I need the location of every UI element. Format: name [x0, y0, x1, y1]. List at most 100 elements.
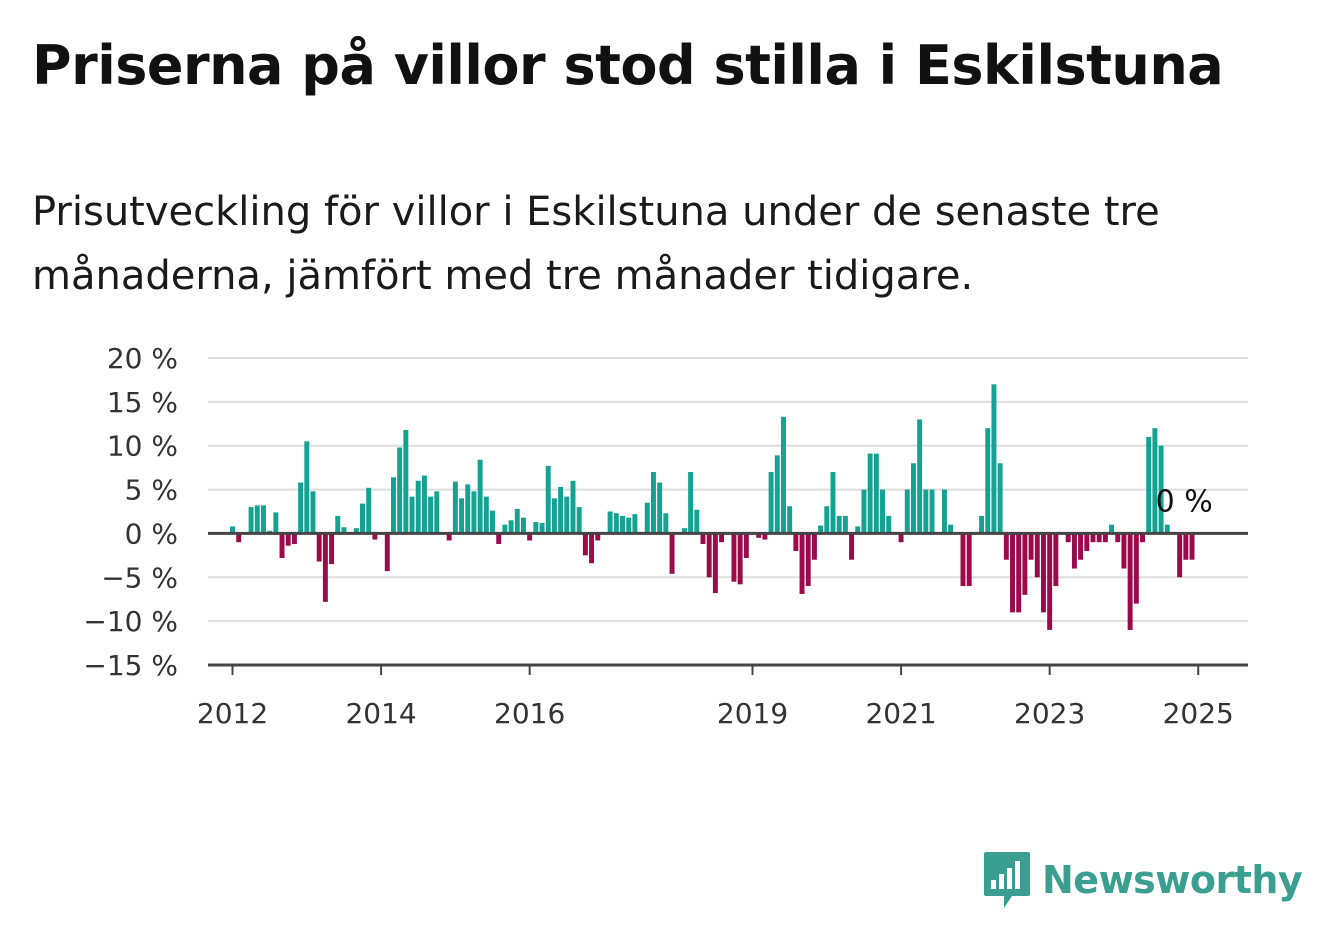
bar	[620, 515, 625, 534]
bar	[904, 489, 910, 534]
bar	[1140, 533, 1145, 543]
annotations: 0 %	[1156, 484, 1213, 519]
bar	[1189, 533, 1195, 560]
bar	[1090, 533, 1096, 543]
bar	[632, 514, 638, 534]
grid-layer	[208, 357, 1248, 623]
bar	[273, 512, 279, 534]
bar	[1127, 533, 1133, 630]
y-tick-label: 5 %	[125, 474, 178, 507]
chart-subtitle: Prisutveckling för villor i Eskilstuna u…	[32, 189, 1160, 299]
bar	[830, 472, 836, 534]
bar	[390, 477, 396, 534]
bar	[762, 533, 768, 540]
bar	[948, 524, 954, 534]
bar	[793, 533, 799, 551]
bar	[929, 489, 935, 534]
bar	[799, 533, 805, 594]
bar	[545, 465, 551, 534]
x-axis-labels: 2012 2014 2016 2019 2021 2023 2025	[197, 665, 1234, 730]
bar	[1003, 533, 1009, 560]
bar	[985, 428, 991, 534]
bar	[824, 506, 830, 534]
bar	[1115, 533, 1121, 543]
bar	[260, 505, 266, 534]
bar	[508, 520, 514, 534]
bar	[1040, 533, 1046, 613]
bar	[700, 533, 706, 544]
bar	[459, 498, 465, 534]
bar	[1010, 533, 1015, 613]
bar	[774, 455, 780, 534]
bar	[366, 487, 372, 534]
bar	[719, 533, 725, 543]
bar	[607, 511, 613, 534]
bar	[811, 533, 817, 560]
bar	[1102, 533, 1108, 543]
bar	[279, 533, 285, 558]
bar	[452, 481, 458, 534]
bar	[539, 522, 545, 534]
bar	[465, 484, 471, 534]
bar	[1016, 533, 1022, 613]
bar	[867, 453, 873, 534]
bar	[595, 533, 601, 541]
x-tick-label: 2014	[345, 697, 416, 730]
newsworthy-logo: Newsworthy	[982, 850, 1303, 910]
bar	[849, 533, 855, 560]
bar	[397, 447, 403, 534]
bar	[502, 524, 508, 534]
bar	[558, 486, 564, 534]
bar	[681, 528, 687, 534]
bar	[861, 489, 867, 534]
bar	[360, 503, 365, 534]
y-tick-label: 15 %	[107, 386, 178, 419]
bar	[527, 533, 533, 541]
bar	[923, 489, 929, 534]
y-tick-label: 0 %	[125, 517, 178, 550]
bar	[285, 533, 291, 546]
bar	[564, 496, 570, 534]
bar	[514, 508, 520, 534]
bar	[1121, 533, 1127, 569]
bar	[1183, 533, 1189, 560]
x-tick-label: 2023	[1014, 697, 1085, 730]
bar	[960, 533, 966, 587]
bar	[341, 527, 347, 534]
y-axis-labels: 20 % 15 % 10 % 5 % 0 % −5 % −10 % −15 %	[83, 342, 178, 682]
bar	[1109, 524, 1115, 534]
bar	[477, 459, 483, 534]
bar	[1084, 533, 1090, 551]
bar	[1053, 533, 1059, 587]
bar	[576, 507, 582, 534]
bar	[663, 513, 669, 534]
bar	[1022, 533, 1028, 595]
y-tick-label: −5 %	[101, 561, 178, 594]
bar	[254, 505, 260, 534]
bar	[1096, 533, 1102, 543]
bar	[230, 526, 235, 534]
bar	[335, 515, 341, 534]
bar	[688, 472, 694, 534]
bar	[941, 489, 947, 534]
bar	[384, 533, 390, 572]
bar	[805, 533, 811, 587]
bar	[694, 509, 700, 534]
bar	[873, 453, 879, 534]
bar	[1152, 428, 1158, 534]
bar	[434, 491, 440, 534]
bar	[1146, 436, 1152, 534]
bar	[650, 472, 656, 534]
bar	[570, 480, 576, 534]
bar	[855, 526, 861, 534]
bar	[644, 502, 650, 534]
chart-title: Priserna på villor stod stilla i Eskilst…	[32, 34, 1224, 97]
x-tick-label: 2021	[865, 697, 936, 730]
x-tick-label: 2012	[197, 697, 268, 730]
y-tick-label: 10 %	[107, 430, 178, 463]
bar	[1177, 533, 1183, 578]
bar	[818, 525, 824, 534]
bar	[582, 533, 588, 556]
bar	[248, 507, 254, 534]
